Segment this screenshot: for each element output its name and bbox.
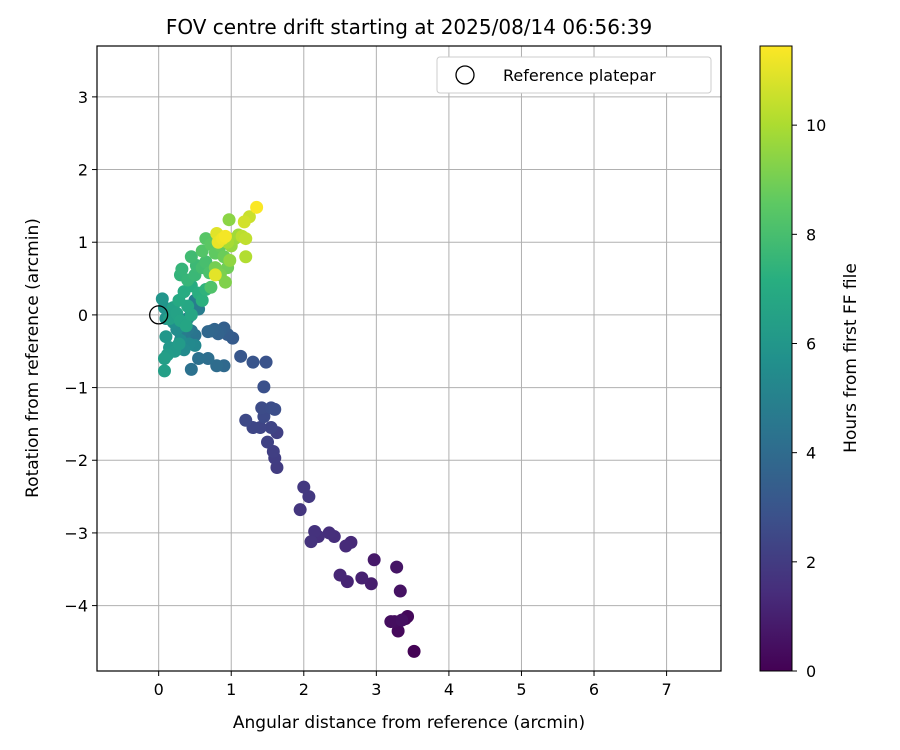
- y-tick-label: −3: [64, 524, 88, 543]
- scatter-point: [239, 232, 253, 246]
- y-tick-label: −1: [64, 379, 88, 398]
- legend-box: [436, 56, 712, 94]
- chart-title: FOV centre drift starting at 2025/08/14 …: [166, 15, 652, 39]
- scatter-point: [395, 613, 409, 627]
- x-tick-label: 5: [516, 680, 526, 699]
- x-tick-label: 0: [154, 680, 164, 699]
- scatter-point: [257, 380, 271, 394]
- scatter-point: [239, 413, 253, 427]
- legend-marker-icon: [455, 65, 475, 85]
- scatter-point: [355, 571, 369, 585]
- scatter-point: [333, 568, 347, 582]
- colorbar-tick-label: 10: [806, 116, 826, 135]
- scatter-point: [234, 349, 248, 363]
- scatter-point: [384, 615, 398, 629]
- colorbar-label: Hours from first FF file: [841, 263, 861, 453]
- grid-lines: [97, 46, 721, 671]
- scatter-point: [184, 250, 198, 264]
- scatter-point: [218, 275, 232, 289]
- scatter-point: [259, 355, 273, 369]
- y-tick-label: −2: [64, 451, 88, 470]
- scatter-point: [293, 503, 307, 517]
- scatter-point: [250, 200, 264, 214]
- scatter-point: [155, 292, 169, 306]
- scatter-point: [223, 253, 237, 267]
- colorbar-tick-label: 8: [806, 225, 816, 244]
- scatter-point: [297, 480, 311, 494]
- scatter-point: [246, 355, 260, 369]
- colorbar-tick-label: 4: [806, 444, 816, 463]
- colorbar-tick-label: 6: [806, 334, 816, 353]
- x-tick-label: 7: [661, 680, 671, 699]
- scatter-point: [237, 215, 251, 229]
- scatter-point: [159, 330, 173, 344]
- legend: Reference platepar: [436, 56, 712, 94]
- scatter-point: [407, 644, 421, 658]
- x-axis-label: Angular distance from reference (arcmin): [233, 713, 585, 733]
- scatter-point: [199, 255, 213, 269]
- x-tick-label: 6: [589, 680, 599, 699]
- scatter-point: [364, 577, 378, 591]
- scatter-point: [339, 539, 353, 553]
- scatter-point: [208, 268, 222, 282]
- x-axis-ticks: 0 1 2 3 4 5 6 7: [154, 671, 672, 699]
- plot-frame: [96, 45, 722, 672]
- colorbar-tick-label: 2: [806, 553, 816, 572]
- reference-point: [149, 305, 169, 325]
- legend-entry-reference: Reference platepar: [503, 66, 656, 85]
- scatter-point: [222, 213, 236, 227]
- colorbar-tick-label: 0: [806, 662, 816, 681]
- y-tick-label: 3: [78, 88, 88, 107]
- x-tick-label: 2: [299, 680, 309, 699]
- reference-marker: [149, 305, 169, 325]
- data-points: [155, 200, 421, 658]
- scatter-point: [210, 359, 224, 373]
- scatter-point: [239, 250, 253, 264]
- scatter-point: [255, 401, 269, 415]
- scatter-point: [157, 352, 171, 365]
- scatter-point: [390, 560, 404, 574]
- scatter-point: [175, 262, 189, 276]
- scatter-point: [201, 352, 215, 365]
- scatter-point: [261, 435, 275, 449]
- y-tick-label: 1: [78, 233, 88, 252]
- scatter-point: [268, 402, 282, 416]
- y-tick-label: 0: [78, 306, 88, 325]
- scatter-point: [192, 352, 206, 365]
- scatter-point: [179, 319, 193, 333]
- scatter-point: [264, 421, 278, 435]
- scatter-point: [195, 293, 209, 307]
- y-tick-label: 2: [78, 161, 88, 180]
- colorbar-gradient: [759, 45, 793, 672]
- y-tick-label: −4: [64, 597, 88, 616]
- scatter-point: [172, 337, 186, 351]
- scatter-point: [157, 364, 171, 378]
- colorbar: 0 2 4 6 8 10 Hours from first FF file: [759, 45, 861, 681]
- scatter-point: [304, 535, 318, 549]
- scatter-point: [201, 325, 215, 339]
- scatter-point: [308, 524, 322, 538]
- scatter-point: [367, 553, 381, 567]
- scatter-point: [393, 584, 407, 598]
- y-axis-label: Rotation from reference (arcmin): [23, 218, 43, 498]
- colorbar-ticks: 0 2 4 6 8 10: [792, 116, 826, 681]
- scatter-point: [218, 229, 232, 243]
- y-axis-ticks: −4 −3 −2 −1 0 1 2 3: [64, 88, 97, 616]
- scatter-point: [266, 445, 280, 459]
- scatter-point: [184, 362, 198, 376]
- scatter-point: [204, 280, 218, 294]
- x-tick-label: 3: [371, 680, 381, 699]
- scatter-point: [322, 526, 336, 540]
- x-tick-label: 1: [226, 680, 236, 699]
- x-tick-label: 4: [444, 680, 454, 699]
